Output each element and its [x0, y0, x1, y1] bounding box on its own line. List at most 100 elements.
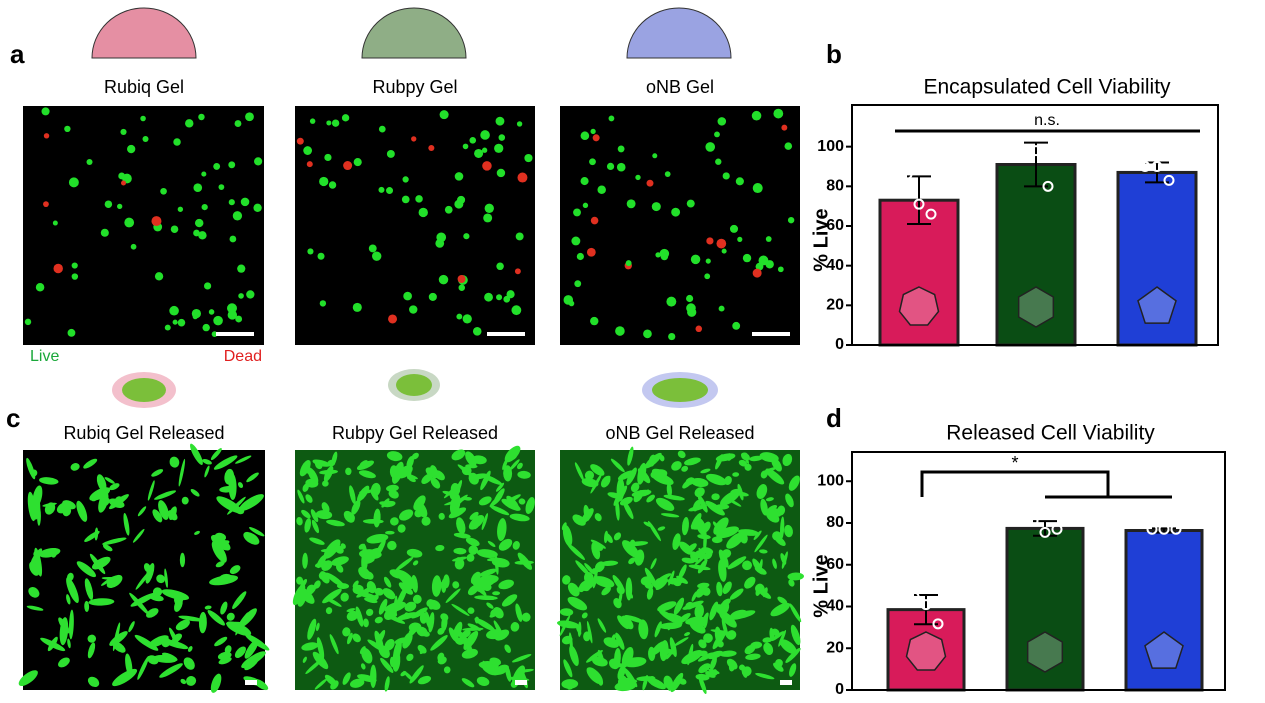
cell [604, 532, 613, 543]
cell [156, 574, 166, 584]
cell [296, 576, 304, 585]
cell [682, 478, 693, 489]
cell [562, 525, 573, 547]
cell [633, 490, 644, 503]
cell [652, 153, 658, 159]
scale-bar [752, 332, 790, 336]
data-point [925, 208, 937, 220]
cell [326, 120, 332, 126]
cell [373, 508, 381, 528]
cell [640, 576, 653, 586]
cell [453, 547, 467, 555]
cell [244, 639, 259, 659]
cell [710, 629, 734, 635]
cell [660, 513, 680, 518]
cell [667, 623, 672, 631]
cell [705, 473, 727, 486]
cell [624, 657, 629, 665]
cell [437, 656, 447, 665]
cell [645, 489, 650, 496]
cell [615, 632, 625, 650]
y-tick-label: 0 [835, 336, 844, 353]
cell [229, 235, 237, 243]
cell [503, 295, 511, 303]
cell [218, 657, 232, 665]
cell [390, 517, 399, 526]
cell [118, 172, 126, 180]
cell [708, 668, 720, 675]
cell [749, 455, 764, 462]
cell [695, 325, 703, 333]
cell [388, 489, 399, 499]
cell [253, 203, 262, 212]
cell [240, 197, 250, 207]
cell [501, 594, 518, 607]
cell [173, 138, 181, 146]
cell [296, 137, 304, 145]
cell [383, 576, 392, 588]
cell [343, 161, 353, 171]
bar [1116, 170, 1198, 347]
cell [372, 251, 382, 261]
cell [177, 318, 186, 327]
cell [568, 632, 573, 651]
cell [68, 609, 74, 640]
cell [661, 648, 677, 655]
cell [220, 601, 228, 615]
cell [227, 303, 237, 314]
cell [461, 466, 472, 476]
cell [496, 168, 506, 178]
cell [719, 650, 737, 657]
cell [678, 564, 687, 580]
cell [146, 608, 159, 618]
cell [307, 467, 319, 484]
cell [62, 500, 76, 510]
cell [412, 594, 422, 604]
cell [31, 495, 41, 520]
cell [772, 531, 782, 541]
cell [102, 537, 127, 545]
cell [468, 545, 479, 555]
cell [456, 517, 466, 535]
cell [730, 488, 740, 494]
cell [125, 653, 133, 677]
cell [302, 656, 307, 663]
cell [64, 125, 71, 133]
cell [172, 633, 182, 643]
cell [232, 211, 243, 221]
y-axis-label: % Live [810, 554, 832, 617]
cell [787, 216, 795, 224]
cell [438, 512, 445, 520]
plot-frame [851, 451, 1226, 691]
cell [132, 528, 145, 543]
cell [359, 646, 366, 655]
cell [498, 538, 513, 551]
cell [424, 611, 431, 629]
cell [715, 453, 736, 462]
cell [315, 510, 333, 520]
cell [739, 664, 746, 671]
cell [317, 252, 325, 260]
cell [592, 134, 600, 142]
cell [657, 601, 677, 612]
cell [108, 494, 129, 510]
cell [96, 474, 107, 492]
y-tick-label: 20 [826, 639, 844, 656]
cell [584, 470, 595, 480]
cell [35, 282, 45, 292]
cell [52, 220, 58, 226]
cell [414, 501, 428, 518]
cell [426, 599, 435, 607]
cell [395, 556, 414, 572]
cell [386, 484, 399, 492]
cell [677, 450, 686, 459]
cell [438, 274, 449, 285]
cell [204, 282, 212, 290]
cell [120, 180, 127, 186]
cell [721, 248, 727, 254]
cell [158, 500, 169, 520]
cell [416, 626, 428, 637]
cell [352, 633, 361, 643]
cell [556, 620, 580, 629]
cell [681, 465, 689, 472]
